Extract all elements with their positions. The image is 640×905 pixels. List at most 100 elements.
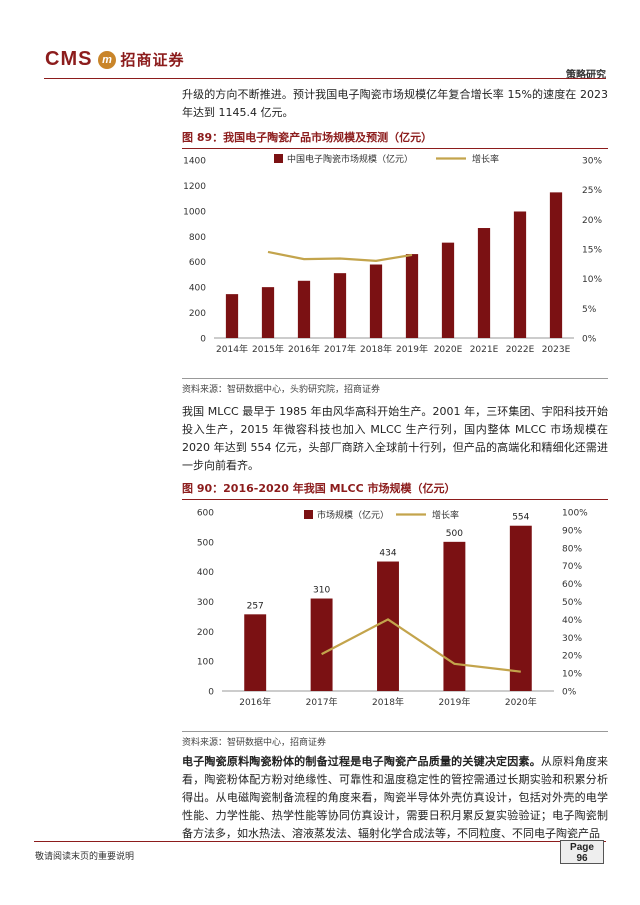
bar [377, 561, 399, 691]
figure89-source: 资料来源：智研数据中心，头豹研究院，招商证券 [182, 385, 381, 395]
y-tick-label: 0 [200, 335, 206, 345]
x-tick-label: 2015年 [252, 343, 284, 355]
ceramic-powder-bold-lead: 电子陶瓷原料陶瓷粉体的制备过程是电子陶瓷产品质量的关键决定因素。 [182, 755, 541, 768]
bar-data-label: 257 [247, 601, 264, 611]
legend-line-label: 增长率 [432, 509, 459, 521]
x-tick-label: 2022E [506, 345, 535, 355]
footer-notice: 敬请阅读末页的重要说明 [35, 852, 135, 862]
bar [333, 273, 347, 338]
page-number: 96 [576, 853, 588, 864]
x-tick-label: 2019年 [396, 343, 428, 355]
y-tick-label: 100 [197, 658, 214, 668]
y2-tick-label: 60% [562, 580, 582, 590]
logo: CMS m 招商证券 [45, 48, 184, 71]
bar-data-label: 310 [313, 586, 330, 596]
header-divider [44, 78, 606, 79]
chart-mlcc: 0 100 200 300 400 500 600 0% 10% 20% 30% 40% 50% 60% 7… [197, 509, 588, 709]
x-tick-label: 2017年 [306, 696, 338, 708]
x-tick-label: 2017年 [324, 343, 356, 355]
bar [443, 541, 466, 691]
growth-rate-line [321, 618, 521, 673]
figure89-source-divider [182, 378, 608, 379]
y-tick-label: 1200 [183, 182, 206, 192]
mlcc-paragraph: 我国 MLCC 最早于 1985 年由风华高科开始生产。2001 年，三环集团、… [182, 405, 608, 472]
y2-tick-label: 20% [562, 652, 582, 662]
bar-data-label: 500 [446, 529, 463, 539]
y-tick-label: 400 [197, 568, 214, 578]
legend-line-label: 增长率 [472, 153, 499, 165]
bar [405, 254, 419, 338]
y2-tick-label: 50% [562, 598, 582, 608]
x-tick-label: 2018年 [360, 343, 392, 355]
x-tick-label: 2014年 [216, 343, 248, 355]
growth-rate-line [267, 250, 413, 262]
y2-tick-label: 5% [582, 305, 597, 315]
bar [477, 228, 491, 338]
figure90-caption: 图 90：2016-2020 年我国 MLCC 市场规模（亿元） [182, 480, 608, 500]
x-tick-label: 2018年 [372, 696, 404, 708]
y2-tick-label: 25% [582, 186, 602, 196]
figure89-caption: 图 89：我国电子陶瓷产品市场规模及预测（亿元） [182, 129, 608, 149]
figure90-source: 资料来源：智研数据中心，招商证券 [182, 738, 327, 748]
x-tick-label: 2019年 [438, 696, 470, 708]
y2-tick-label: 80% [562, 544, 582, 554]
bar [244, 614, 267, 691]
y2-tick-label: 20% [582, 216, 602, 226]
x-tick-label: 2020E [434, 345, 463, 355]
y-tick-label: 200 [189, 309, 206, 319]
bar [369, 264, 383, 338]
y-tick-label: 800 [189, 233, 206, 243]
bar [513, 211, 527, 338]
legend-bar-label: 中国电子陶瓷市场规模（亿元） [287, 153, 413, 165]
logo-mark-icon: m [98, 50, 117, 69]
y-tick-label: 600 [197, 509, 214, 519]
intro-paragraph: 升级的方向不断推进。预计我国电子陶瓷市场规模亿年复合增长率 15%的速度在 20… [182, 88, 608, 119]
y2-tick-label: 40% [562, 616, 582, 626]
bar-data-label: 434 [379, 549, 396, 559]
y-tick-label: 0 [208, 688, 214, 698]
y-tick-label: 1400 [183, 157, 206, 167]
y2-tick-label: 15% [582, 246, 602, 256]
page-label: Page [570, 842, 594, 853]
bar [441, 242, 455, 338]
ceramic-powder-paragraph: 电子陶瓷原料陶瓷粉体的制备过程是电子陶瓷产品质量的关键决定因素。从原料角度来看，… [182, 753, 608, 843]
y-tick-label: 1000 [183, 207, 206, 217]
y2-tick-label: 0% [582, 335, 597, 345]
x-tick-label: 2020年 [505, 696, 537, 708]
y2-tick-label: 30% [582, 157, 602, 167]
legend-bar-label: 市场规模（亿元） [317, 509, 389, 521]
bar [225, 294, 239, 338]
legend-bar-swatch [274, 154, 283, 163]
y-tick-label: 300 [197, 598, 214, 608]
y-tick-label: 500 [197, 538, 214, 548]
ceramic-powder-body: 从原料角度来看，陶瓷粉体配方粉对绝缘性、可靠性和温度稳定性的管控需通过长期实验和… [182, 755, 609, 840]
y2-tick-label: 10% [582, 275, 602, 285]
bar [310, 598, 333, 691]
y2-tick-label: 70% [562, 562, 582, 572]
x-tick-label: 2021E [470, 345, 499, 355]
y-tick-label: 200 [197, 628, 214, 638]
bar [261, 287, 275, 338]
logo-text: CMS [45, 48, 93, 70]
y2-tick-label: 30% [562, 634, 582, 644]
bar [549, 192, 563, 338]
logo-cn: 招商证券 [120, 52, 185, 69]
y2-tick-label: 0% [562, 688, 577, 698]
y-tick-label: 600 [189, 258, 206, 268]
section-label: 策略研究 [566, 70, 606, 81]
x-tick-label: 2016年 [288, 343, 320, 355]
bar [297, 280, 311, 338]
y2-tick-label: 100% [562, 509, 588, 519]
figure90-source-divider [182, 731, 608, 732]
bar [509, 525, 532, 691]
bar-data-label: 554 [512, 513, 529, 523]
y-tick-label: 400 [189, 284, 206, 294]
x-tick-label: 2016年 [239, 696, 271, 708]
page-number-box: Page 96 [560, 840, 604, 864]
legend-bar-swatch [304, 510, 313, 519]
y2-tick-label: 90% [562, 526, 582, 536]
x-tick-label: 2023E [542, 345, 571, 355]
y2-tick-label: 10% [562, 670, 582, 680]
chart-electronic-ceramics: 0 200 400 600 800 1000 1200 1400 0% 5% 10% 15% 20% 25… [183, 153, 602, 355]
footer-divider [34, 841, 606, 842]
